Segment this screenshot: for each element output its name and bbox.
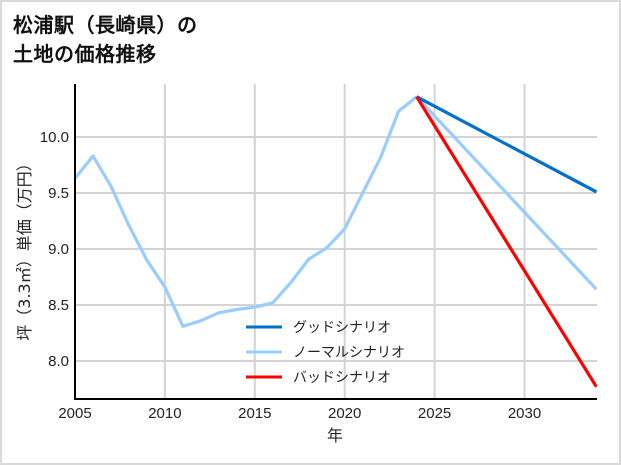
- x-tick-label: 2010: [148, 405, 181, 422]
- legend-label-bad: バッドシナリオ: [293, 370, 391, 386]
- x-tick-labels: 2005 2010 2015 2020 2025 2030: [58, 405, 541, 422]
- y-axis-label: 坪（3.3㎡）単価（万円）: [15, 155, 34, 340]
- y-tick-label: 9.5: [48, 185, 69, 202]
- chart-title-line1: 松浦駅（長崎県）の: [13, 13, 198, 37]
- legend: グッドシナリオ ノーマルシナリオ バッドシナリオ: [246, 320, 405, 386]
- legend-item-bad: バッドシナリオ: [246, 370, 391, 386]
- legend-label-good: グッドシナリオ: [293, 320, 391, 336]
- chart-title: 松浦駅（長崎県）の 土地の価格推移: [13, 11, 198, 69]
- y-tick-label: 8.5: [48, 297, 69, 314]
- y-tick-labels: 8.0 8.5 9.0 9.5 10.0: [40, 129, 69, 370]
- historical-line: [76, 95, 418, 328]
- x-tick-label: 2015: [238, 405, 271, 422]
- good-scenario-line: [415, 95, 597, 194]
- legend-item-normal: ノーマルシナリオ: [246, 345, 405, 361]
- chart-title-line2: 土地の価格推移: [13, 42, 157, 66]
- y-tick-label: 8.0: [48, 353, 69, 370]
- y-tick-label: 10.0: [40, 129, 69, 146]
- x-tick-label: 2030: [508, 405, 541, 422]
- legend-item-good: グッドシナリオ: [246, 320, 391, 336]
- axes: [74, 84, 597, 400]
- y-tick-label: 9.0: [48, 241, 69, 258]
- normal-scenario-line: [415, 95, 597, 291]
- x-axis-label: 年: [327, 426, 343, 445]
- legend-label-normal: ノーマルシナリオ: [293, 345, 405, 361]
- x-tick-label: 2005: [58, 405, 91, 422]
- x-tick-label: 2020: [328, 405, 361, 422]
- data-lines: [76, 95, 597, 388]
- bad-scenario-line: [415, 95, 597, 388]
- x-tick-label: 2025: [418, 405, 451, 422]
